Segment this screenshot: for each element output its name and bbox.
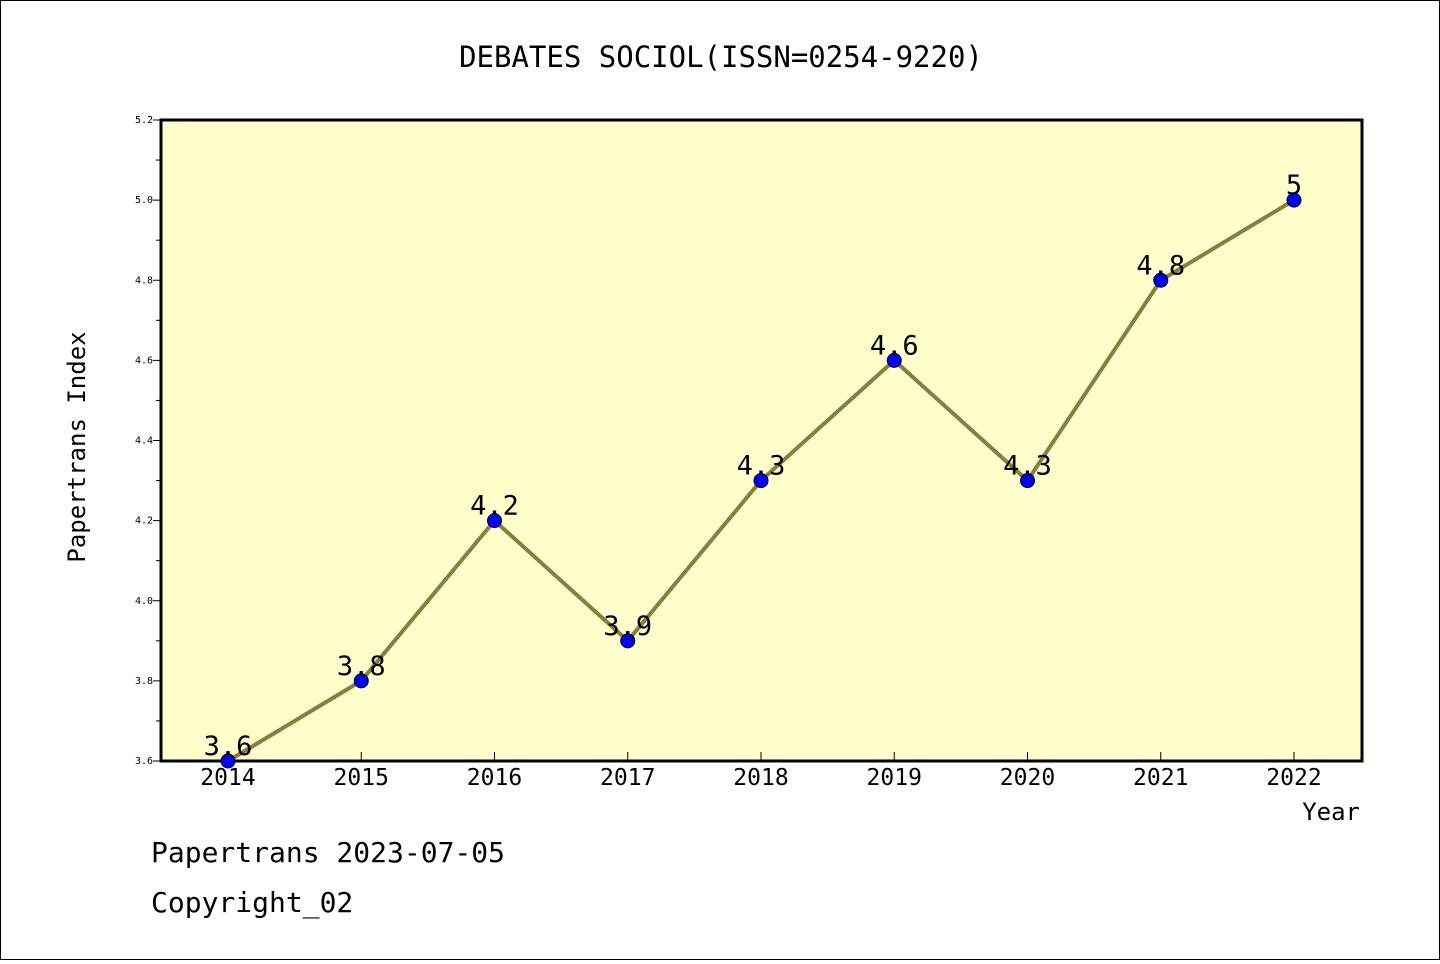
y-tick-label: 3.8 xyxy=(135,676,153,687)
footer-copyright-text: Copyright_02 xyxy=(151,886,354,919)
x-tick-label: 2016 xyxy=(467,765,522,791)
x-tick-label: 2022 xyxy=(1266,765,1321,791)
y-tick-label: 4.4 xyxy=(135,436,153,447)
y-tick-label: 4.8 xyxy=(135,275,153,286)
data-point xyxy=(1286,192,1302,208)
data-point xyxy=(886,352,902,368)
data-label: 5 xyxy=(1286,170,1302,201)
x-tick-label: 2015 xyxy=(334,765,389,791)
data-point xyxy=(353,673,369,689)
data-point xyxy=(753,473,769,489)
data-point xyxy=(620,633,636,649)
data-point xyxy=(1020,473,1035,489)
x-tick-label: 2018 xyxy=(733,765,788,791)
data-label: 3.9 xyxy=(603,611,652,642)
y-tick-label: 5.2 xyxy=(135,115,153,126)
y-tick-label: 4.0 xyxy=(135,596,153,607)
data-label: 4.2 xyxy=(470,491,519,522)
y-tick-label: 4.2 xyxy=(135,516,153,527)
data-point xyxy=(487,513,502,529)
y-axis-label: Papertrans Index xyxy=(63,331,91,562)
data-label: 3.8 xyxy=(337,651,386,682)
data-point xyxy=(220,753,236,769)
x-tick-label: 2019 xyxy=(867,765,922,791)
data-labels: 3.6 3.8 4.2 3.9 4.3 4.6 4.3 4.8 5 xyxy=(204,170,1303,762)
series-markers xyxy=(220,192,1302,769)
x-axis: 2014 2015 2016 2017 2018 2019 2020 2021 2022 xyxy=(200,752,1322,791)
data-label: 4.8 xyxy=(1136,250,1185,281)
data-point xyxy=(1153,272,1169,288)
x-tick-label: 2014 xyxy=(200,765,255,791)
x-tick-label: 2020 xyxy=(1000,765,1055,791)
x-axis-label: Year xyxy=(1302,798,1360,826)
chart-title: DEBATES SOCIOL(ISSN=0254-9220) xyxy=(459,40,983,74)
x-tick-label: 2021 xyxy=(1133,765,1188,791)
y-tick-label: 3.6 xyxy=(135,756,153,767)
plot-area xyxy=(159,118,1364,763)
data-label: 4.6 xyxy=(870,330,919,361)
x-tick-label: 2017 xyxy=(600,765,655,791)
data-label: 4.3 xyxy=(1003,451,1052,482)
y-axis: 3.6 3.8 4.0 4.2 4.4 4.6 4.8 5.0 5.2 xyxy=(135,115,161,767)
footer-date-text: Papertrans 2023-07-05 xyxy=(151,836,506,869)
data-label: 4.3 xyxy=(737,451,786,482)
y-tick-label: 4.6 xyxy=(135,355,153,366)
data-label: 3.6 xyxy=(204,731,253,762)
y-tick-label: 5.0 xyxy=(135,195,153,206)
